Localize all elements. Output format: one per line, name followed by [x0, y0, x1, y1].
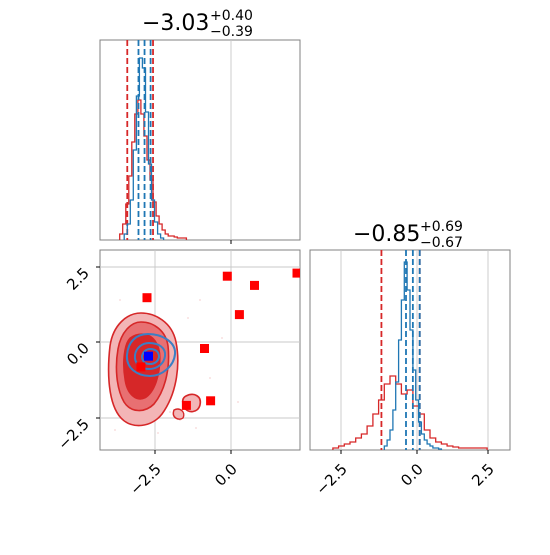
hist-y-series-1-step [332, 375, 488, 450]
scatter-xtick-label-1: −2.5 [126, 460, 164, 498]
hist-y-title-plus: +0.69 [420, 219, 463, 235]
hist-y-title: −0.85 +0.69 −0.67 [353, 219, 463, 251]
scatter-ytick-label-1: 2.5 [63, 264, 93, 294]
hist-y-xtick-label-3: 2.5 [468, 460, 498, 490]
contour-red-islet-2 [172, 408, 185, 420]
hist-y-title-median: −0.85 [353, 222, 420, 247]
hist-y-bars [332, 250, 488, 450]
scatter-point-6 [200, 344, 209, 353]
hist-x-frame [99, 39, 301, 241]
hist-y-title-minus: −0.67 [420, 235, 463, 251]
contour-blue-outer [125, 332, 177, 378]
scatter-point-3 [250, 280, 259, 290]
scatter-point-4 [292, 268, 300, 278]
scatter-point-2 [222, 271, 232, 281]
hist-x-title-minus: −0.39 [210, 24, 253, 40]
scatter-panel: −2.5 0.0 2.5 0.0 −2.5 [54, 249, 301, 499]
hist-x-title-median: −3.03 [142, 11, 209, 36]
contour-blue-middle [133, 341, 167, 371]
scatter-point-9 [206, 396, 216, 406]
scatter-point-5 [234, 310, 244, 320]
scatter-density [107, 268, 300, 434]
scatter-point-7 [136, 362, 146, 372]
scatter-point-8 [181, 400, 191, 410]
scatter-points [136, 268, 300, 410]
true-value-point [144, 351, 153, 361]
scatter-ytick-label-2: 0.0 [63, 339, 93, 369]
scatter-ytick-label-3: −2.5 [54, 415, 92, 453]
hist-x-panel: −3.03 +0.40 −0.39 [99, 8, 301, 244]
scatter-xtick-label-2: 0.0 [211, 460, 241, 490]
hist-x-bars [119, 40, 188, 240]
hist-x-title-plus: +0.40 [210, 8, 253, 24]
hist-y-frame [309, 249, 511, 451]
hist-y-series-2-step [383, 261, 443, 450]
contour-blue-inner [140, 347, 161, 366]
hist-y-xtick-label-1: −2.5 [312, 460, 350, 498]
hist-x-title: −3.03 +0.40 −0.39 [142, 8, 253, 40]
hist-y-xtick-label-2: 0.0 [397, 460, 427, 490]
scatter-point-1 [142, 293, 152, 303]
hist-y-panel: −0.85 +0.69 −0.67 −2.5 0.0 2.5 [309, 219, 511, 499]
